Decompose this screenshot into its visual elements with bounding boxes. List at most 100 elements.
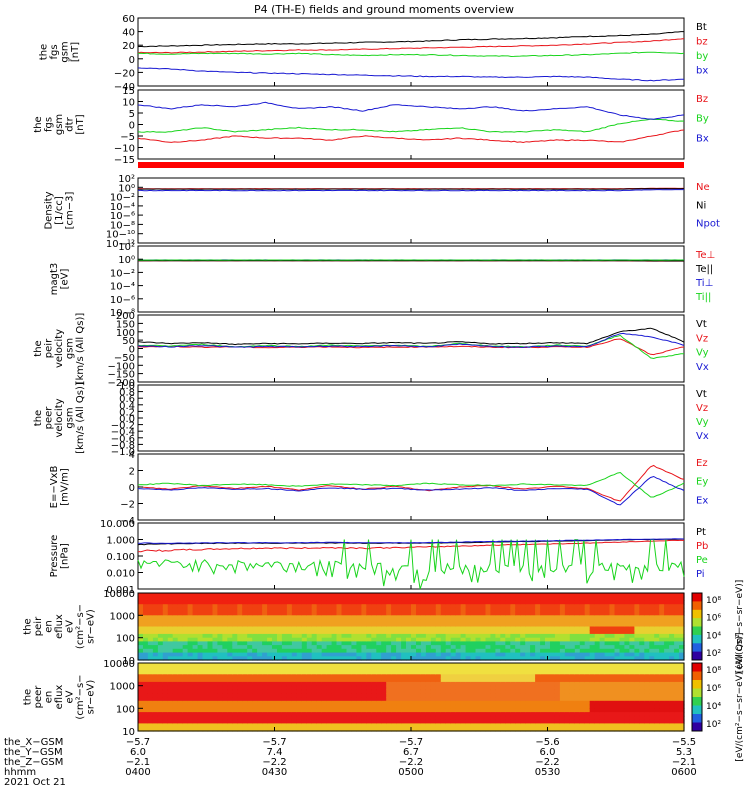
spectrogram-cell — [237, 645, 243, 649]
spectrogram-cell — [381, 653, 387, 657]
spectrogram-cell — [252, 682, 258, 686]
spectrogram-cell — [595, 689, 601, 693]
spectrogram-cell — [525, 723, 531, 727]
spectrogram-cell — [361, 627, 367, 631]
spectrogram-cell — [456, 682, 462, 686]
spectrogram-cell — [461, 682, 467, 686]
spectrogram-cell — [361, 597, 367, 601]
spectrogram-cell — [337, 608, 343, 612]
spectrogram-cell — [530, 641, 536, 645]
spectrogram-cell — [466, 593, 472, 597]
spectrogram-cell — [510, 623, 516, 627]
spectrogram-cell — [327, 693, 333, 697]
spectrogram-cell — [674, 615, 680, 619]
spectrogram-cell — [173, 674, 179, 678]
spectrogram-cell — [332, 627, 338, 631]
panel-frame — [138, 315, 684, 382]
spectrogram-cell — [371, 663, 377, 667]
spectrogram-cell — [461, 674, 467, 678]
spectrogram-cell — [237, 604, 243, 608]
spectrogram-cell — [148, 619, 154, 623]
spectrogram-cell — [481, 663, 487, 667]
spectrogram-cell — [466, 612, 472, 616]
spectrogram-cell — [381, 641, 387, 645]
spectrogram-cell — [317, 697, 323, 701]
spectrogram-cell — [213, 653, 219, 657]
spectrogram-cell — [183, 667, 189, 671]
y-tick-label: 0.100 — [106, 552, 135, 563]
spectrogram-cell — [143, 638, 149, 642]
spectrogram-cell — [213, 667, 219, 671]
spectrogram-cell — [654, 723, 660, 727]
spectrogram-cell — [456, 623, 462, 627]
spectrogram-cell — [247, 689, 253, 693]
spectrogram-cell — [461, 623, 467, 627]
spectrogram-cell — [530, 604, 536, 608]
spectrogram-cell — [575, 645, 581, 649]
spectrogram-cell — [227, 682, 233, 686]
spectrogram-cell — [287, 693, 293, 697]
spectrogram-cell — [624, 641, 630, 645]
spectrogram-cell — [198, 615, 204, 619]
spectrogram-cell — [421, 678, 427, 682]
spectrogram-cell — [282, 663, 288, 667]
spectrogram-cell — [143, 593, 149, 597]
spectrogram-cell — [227, 597, 233, 601]
spectrogram-cell — [277, 693, 283, 697]
spectrogram-cell — [272, 612, 278, 616]
spectrogram-cell — [381, 623, 387, 627]
spectrogram-cell — [411, 615, 417, 619]
spectrogram-cell — [436, 645, 442, 649]
spectrogram-cell — [198, 697, 204, 701]
spectrogram-cell — [644, 712, 650, 716]
spectrogram-cell — [490, 697, 496, 701]
spectrogram-cell — [302, 667, 308, 671]
spectrogram-cell — [505, 674, 511, 678]
spectrogram-cell — [282, 682, 288, 686]
spectrogram-cell — [466, 697, 472, 701]
spectrogram-cell — [262, 623, 268, 627]
spectrogram-cell — [277, 708, 283, 712]
spectrogram-cell — [322, 612, 328, 616]
spectrogram-cell — [232, 645, 238, 649]
spectrogram-cell — [262, 608, 268, 612]
spectrogram-cell — [490, 693, 496, 697]
spectrogram-cell — [466, 597, 472, 601]
spectrogram-cell — [173, 641, 179, 645]
spectrogram-cell — [674, 645, 680, 649]
spectrogram-cell — [173, 604, 179, 608]
spectrogram-cell — [198, 716, 204, 720]
y-axis-label: velocity — [54, 329, 65, 368]
spectrogram-cell — [351, 627, 357, 631]
spectrogram-cell — [520, 701, 526, 705]
spectrogram-cell — [486, 634, 492, 638]
spectrogram-cell — [302, 641, 308, 645]
spectrogram-cell — [391, 678, 397, 682]
spectrogram-cell — [535, 701, 541, 705]
spectrogram-cell — [322, 649, 328, 653]
spectrogram-cell — [322, 615, 328, 619]
spectrogram-cell — [163, 638, 169, 642]
y-axis-label: peer — [44, 406, 55, 430]
spectrogram-cell — [565, 615, 571, 619]
spectrogram-cell — [446, 693, 452, 697]
spectrogram-cell — [525, 649, 531, 653]
spectrogram-cell — [634, 597, 640, 601]
panel-density: 10²10⁰10−²10−⁴10−⁶10−⁸10−¹⁰10−¹²Density[… — [44, 174, 720, 250]
spectrogram-cell — [629, 638, 635, 642]
spectrogram-cell — [629, 689, 635, 693]
spectrogram-cell — [664, 649, 670, 653]
spectrogram-cell — [500, 641, 506, 645]
panel-pressure: 10.0001.0000.1000.0100.001Pressure[nPa]P… — [49, 519, 709, 596]
spectrogram-cell — [451, 667, 457, 671]
spectrogram-cell — [376, 619, 382, 623]
spectrogram-cell — [431, 600, 437, 604]
spectrogram-cell — [555, 630, 561, 634]
spectrogram-cell — [476, 663, 482, 667]
spectrogram-cell — [381, 627, 387, 631]
spectrogram-cell — [213, 693, 219, 697]
spectrogram-cell — [441, 649, 447, 653]
spectrogram-cell — [471, 701, 477, 705]
spectrogram-cell — [173, 615, 179, 619]
spectrogram-cell — [366, 689, 372, 693]
